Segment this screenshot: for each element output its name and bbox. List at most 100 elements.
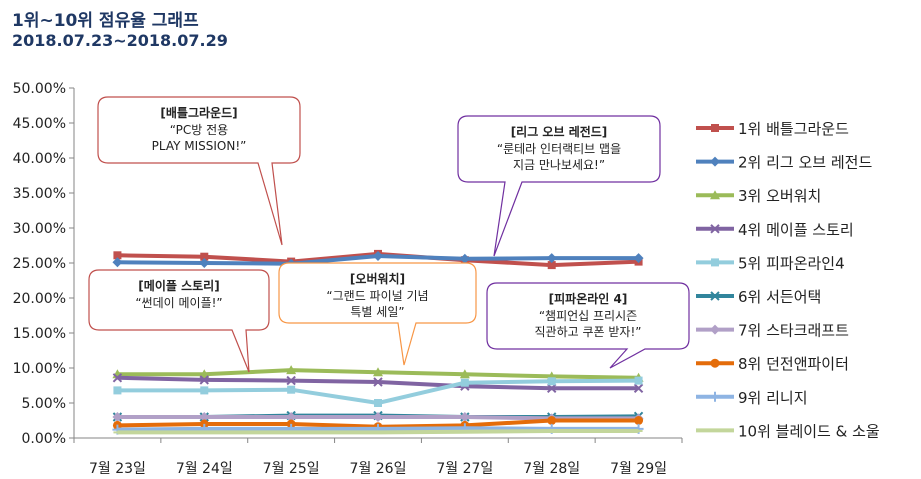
data-point bbox=[373, 377, 383, 387]
legend-label: 10위 블레이드 & 소울 bbox=[738, 422, 880, 440]
data-point bbox=[633, 253, 644, 264]
legend-item: 9위 리니지 bbox=[696, 389, 808, 407]
x-tick-label: 7월 23일 bbox=[89, 461, 146, 477]
callout-bubble bbox=[457, 115, 661, 257]
callout-text: “그랜드 파이널 기념 bbox=[326, 289, 428, 303]
x-tick-label: 7월 29일 bbox=[610, 461, 667, 477]
legend-item: 10위 블레이드 & 소울 bbox=[696, 422, 880, 440]
callout-text: 직관하고 쿠폰 받자!” bbox=[535, 325, 642, 339]
chart-annotations: [배틀그라운드] “PC방 전용 PLAY MISSION!” [리그 오브 레전드]… bbox=[88, 96, 690, 373]
y-tick-label: 15.00% bbox=[13, 326, 66, 342]
legend-item: 8위 던전앤파이터 bbox=[696, 355, 849, 373]
legend-marker bbox=[710, 358, 720, 368]
data-point bbox=[113, 386, 122, 395]
callout-text: 지금 만나보세요!” bbox=[513, 158, 605, 172]
legend-label: 7위 스타크래프트 bbox=[738, 322, 849, 340]
y-tick-label: 30.00% bbox=[13, 221, 66, 237]
callout-text: “룬테라 인터랙티브 맵을 bbox=[497, 142, 621, 156]
data-point bbox=[200, 386, 209, 395]
series-2 bbox=[112, 251, 644, 269]
data-point bbox=[112, 257, 123, 268]
chart-axes: 0.00% 5.00% 10.00% 15.00% 20.00% 25.00% 30.00%… bbox=[13, 81, 683, 477]
legend-label: 4위 메이플 스토리 bbox=[738, 221, 854, 239]
y-tick-label: 35.00% bbox=[13, 186, 66, 202]
data-point bbox=[286, 412, 297, 422]
data-point bbox=[633, 383, 644, 394]
y-tick-label: 45.00% bbox=[13, 116, 66, 132]
data-point bbox=[286, 375, 296, 386]
legend-marker bbox=[710, 190, 720, 200]
x-tick-label: 7월 24일 bbox=[176, 461, 233, 477]
data-point bbox=[373, 412, 383, 422]
callout-title: [배틀그라운드] bbox=[160, 105, 237, 120]
data-point bbox=[373, 367, 383, 377]
x-tick-label: 7월 25일 bbox=[263, 461, 320, 477]
callout-bubble bbox=[97, 96, 301, 246]
legend-label: 5위 피파온라인4 bbox=[738, 254, 845, 272]
chart-title: 1위~10위 점유율 그래프 bbox=[12, 11, 199, 31]
callout-text: 특별 세일” bbox=[350, 305, 404, 319]
legend-marker bbox=[710, 224, 720, 234]
legend-marker bbox=[711, 124, 719, 132]
callout-bubble bbox=[278, 262, 477, 366]
callout-bubble bbox=[88, 269, 270, 373]
legend-marker bbox=[710, 156, 720, 167]
chart-subtitle: 2018.07.23~2018.07.29 bbox=[12, 31, 228, 50]
data-point bbox=[287, 385, 296, 394]
series-5 bbox=[113, 376, 643, 407]
data-point bbox=[286, 365, 297, 375]
legend-item: 6위 서든어택 bbox=[696, 288, 821, 306]
legend-marker bbox=[710, 324, 720, 335]
legend-item: 2위 리그 오브 레전드 bbox=[696, 154, 872, 172]
data-point bbox=[199, 412, 210, 422]
callout-title: [리그 오브 레전드] bbox=[511, 124, 608, 139]
data-point bbox=[634, 416, 644, 425]
legend-item: 3위 오버워치 bbox=[696, 187, 821, 205]
legend-marker bbox=[710, 291, 720, 301]
legend-marker bbox=[710, 391, 720, 402]
data-point bbox=[112, 412, 123, 422]
annotation-callout: [메이플 스토리] “썬데이 메이플!” bbox=[88, 269, 270, 373]
series-4 bbox=[112, 373, 644, 394]
legend-label: 1위 배틀그라운드 bbox=[738, 120, 849, 138]
callout-text: “썬데이 메이플!” bbox=[135, 296, 222, 310]
data-point bbox=[199, 258, 210, 268]
chart-series bbox=[112, 249, 644, 435]
data-point bbox=[634, 376, 643, 385]
legend-item: 1위 배틀그라운드 bbox=[696, 120, 849, 138]
y-tick-label: 5.00% bbox=[22, 396, 66, 412]
data-point bbox=[547, 383, 557, 394]
legend-label: 2위 리그 오브 레전드 bbox=[738, 154, 872, 172]
data-point bbox=[113, 251, 122, 260]
data-point bbox=[373, 251, 383, 261]
data-point bbox=[546, 253, 557, 264]
annotation-callout: [배틀그라운드] “PC방 전용 PLAY MISSION!” bbox=[97, 96, 301, 246]
callout-text: PLAY MISSION!” bbox=[152, 139, 247, 153]
callout-title: [메이플 스토리] bbox=[138, 278, 219, 293]
x-tick-label: 7월 28일 bbox=[523, 461, 580, 477]
data-point bbox=[460, 378, 469, 387]
data-point bbox=[547, 416, 557, 425]
callout-text: “챔피언십 프리시즌 bbox=[539, 308, 637, 323]
legend-label: 8위 던전앤파이터 bbox=[738, 355, 849, 373]
series-10 bbox=[113, 429, 643, 435]
data-point bbox=[199, 375, 209, 385]
y-tick-label: 20.00% bbox=[13, 291, 66, 307]
legend-item: 7위 스타크래프트 bbox=[696, 322, 849, 340]
legend-label: 6위 서든어택 bbox=[738, 288, 821, 306]
y-tick-label: 25.00% bbox=[13, 256, 66, 272]
data-point bbox=[200, 252, 209, 261]
legend-label: 3위 오버워치 bbox=[738, 187, 821, 205]
data-point bbox=[112, 373, 123, 383]
y-tick-label: 40.00% bbox=[13, 151, 66, 167]
legend-item: 4위 메이플 스토리 bbox=[696, 221, 854, 239]
data-point bbox=[547, 377, 556, 386]
y-tick-label: 50.00% bbox=[13, 81, 66, 97]
data-point bbox=[459, 369, 470, 379]
legend-item: 5위 피파온라인4 bbox=[696, 254, 845, 272]
data-point bbox=[374, 399, 382, 407]
